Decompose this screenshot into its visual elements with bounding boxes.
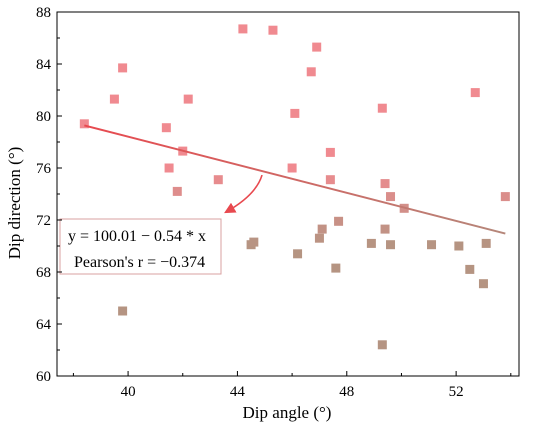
data-point (306, 67, 316, 77)
y-tick-label: 76 (36, 161, 52, 177)
y-tick-label: 72 (36, 213, 51, 229)
x-tick-label: 40 (121, 384, 136, 400)
scatter-points (79, 24, 510, 350)
data-point (293, 249, 303, 259)
data-point (386, 240, 396, 250)
regression-line (84, 124, 506, 235)
y-tick-label: 80 (36, 109, 51, 125)
data-point (377, 340, 387, 350)
annotation-arrow (224, 174, 263, 214)
data-point (161, 123, 171, 133)
x-tick-label: 52 (449, 384, 464, 400)
data-point (386, 192, 396, 202)
annotation-box: y = 100.01 − 0.54 * x Pearson's r = −0.3… (59, 218, 222, 275)
y-tick-label: 68 (36, 265, 51, 281)
x-tick-label: 48 (339, 384, 354, 400)
data-point (325, 175, 335, 185)
data-point (478, 279, 488, 289)
y-axis-title: Dip direction (°) (5, 147, 24, 260)
data-point (183, 94, 193, 104)
data-point (314, 233, 324, 243)
data-point (377, 103, 387, 113)
data-point (164, 163, 174, 173)
y-tick-label: 64 (36, 317, 52, 333)
data-point (331, 263, 341, 273)
data-point (366, 238, 376, 248)
data-point (334, 216, 344, 226)
data-point (172, 186, 182, 196)
annotation-box-frame (59, 218, 222, 275)
y-tick-label: 88 (36, 5, 51, 21)
x-axis-ticks: 40 44 48 52 (72, 371, 512, 400)
data-point (249, 237, 259, 247)
data-point (109, 94, 119, 104)
data-point (470, 88, 480, 98)
pearson-coefficient: Pearson's r = −0.374 (74, 254, 205, 271)
data-point (238, 24, 248, 34)
data-point (312, 42, 322, 52)
data-point (118, 63, 128, 73)
x-axis-title: Dip angle (°) (243, 403, 332, 422)
x-tick-label: 44 (230, 384, 246, 400)
data-point (118, 306, 128, 316)
data-point (317, 224, 327, 234)
data-point (465, 264, 475, 274)
data-point (454, 241, 464, 251)
data-point (481, 238, 491, 248)
data-point (325, 147, 335, 157)
y-tick-label: 60 (36, 369, 51, 385)
y-tick-label: 84 (36, 57, 52, 73)
data-point (79, 119, 89, 129)
regression-equation: y = 100.01 − 0.54 * x (68, 228, 206, 245)
data-point (268, 25, 278, 35)
data-point (287, 163, 297, 173)
data-point (213, 175, 223, 185)
y-axis-ticks: 60 64 68 72 76 80 84 88 (36, 5, 62, 385)
data-point (380, 224, 390, 234)
data-point (380, 179, 390, 189)
data-point (500, 192, 510, 202)
data-point (427, 240, 437, 250)
data-point (290, 108, 300, 118)
